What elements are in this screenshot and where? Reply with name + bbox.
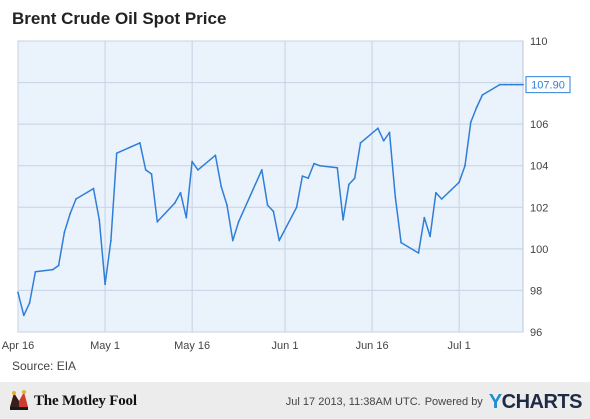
x-tick-label: Apr 16 (2, 340, 34, 352)
data-point (394, 195, 397, 198)
data-point (307, 177, 310, 180)
data-point (504, 83, 507, 86)
series-layer (17, 83, 524, 317)
data-point (318, 164, 321, 167)
y-tick-label: 100 (530, 244, 548, 256)
data-point (173, 202, 176, 205)
data-point (92, 187, 95, 190)
data-point (376, 127, 379, 130)
data-point (197, 168, 199, 171)
data-point (138, 141, 141, 144)
data-point (115, 152, 118, 155)
data-point (237, 220, 240, 223)
data-point (17, 291, 19, 294)
data-point (226, 204, 228, 207)
x-tick-label: Jul 1 (448, 340, 471, 352)
x-axis: Apr 16 May 1 May 16 Jun 1 Jun 16 Jul 1 (2, 340, 471, 352)
data-point (481, 94, 484, 96)
data-point (353, 177, 356, 180)
data-point (69, 212, 72, 215)
powered-by-label: Powered by (424, 396, 483, 408)
data-point (260, 168, 263, 171)
data-point (295, 206, 298, 209)
data-point (98, 218, 101, 221)
chart-plot: Apr 16 May 1 May 16 Jun 1 Jun 16 Jul 1 96 98 10… (2, 36, 571, 352)
ycharts-logo[interactable]: Y CHARTS (488, 390, 583, 414)
data-point (109, 239, 112, 242)
data-point (75, 198, 77, 200)
data-point (498, 83, 501, 86)
motley-fool-logo[interactable]: The Motley Fool (8, 389, 137, 413)
data-point (400, 241, 403, 244)
chart-title: Brent Crude Oil Spot Price (12, 9, 227, 28)
data-point (179, 191, 182, 194)
x-tick-label: Jun 16 (356, 340, 389, 352)
data-point (388, 131, 391, 134)
data-point (144, 168, 147, 171)
y-tick-label: 96 (530, 327, 542, 339)
data-point (28, 302, 31, 304)
data-point (104, 283, 106, 286)
data-point (278, 239, 281, 242)
data-point (417, 252, 420, 254)
data-point (266, 204, 269, 207)
data-point (382, 139, 385, 142)
data-point (469, 121, 472, 123)
data-point (458, 181, 461, 184)
data-point (220, 185, 223, 188)
data-point (516, 83, 519, 86)
data-point (464, 164, 466, 167)
timestamp: Jul 17 2013, 11:38AM UTC. (285, 396, 421, 408)
data-point (156, 220, 159, 223)
x-tick-label: May 1 (90, 340, 120, 352)
data-point (435, 191, 437, 194)
data-point (423, 216, 426, 219)
data-point (440, 198, 443, 200)
y-tick-label: 104 (530, 161, 548, 173)
footer-bar: The Motley Fool Jul 17 2013, 11:38AM UTC… (0, 382, 590, 419)
y-tick-label: 110 (530, 36, 548, 48)
jester-hat-icon (10, 390, 28, 410)
ycharts-y-mark: Y (488, 390, 502, 413)
series-line (17, 83, 523, 317)
data-point (214, 154, 217, 157)
data-point (359, 141, 362, 144)
data-point (34, 270, 37, 273)
data-point (191, 160, 194, 163)
data-point (510, 83, 513, 86)
data-point (475, 106, 478, 109)
last-value-box (525, 76, 571, 94)
x-tick-label: May 16 (174, 340, 210, 352)
data-point (301, 175, 304, 178)
brand-name: The Motley Fool (34, 392, 137, 409)
source-label: Source: EIA (12, 359, 77, 373)
data-point (429, 235, 432, 238)
data-point (22, 314, 25, 317)
data-point (150, 173, 153, 175)
data-point (342, 218, 344, 221)
data-point (51, 268, 54, 271)
footer-attribution: Jul 17 2013, 11:38AM UTC. Powered by Y CH… (285, 390, 583, 414)
data-point (272, 210, 275, 213)
data-point (336, 166, 339, 169)
data-point (185, 216, 188, 219)
data-point (57, 264, 60, 267)
last-value-label-group: 107.90 (525, 76, 571, 94)
data-point (347, 183, 350, 186)
y-tick-label: 102 (530, 202, 548, 214)
plot-area (17, 40, 524, 333)
last-value-label: 107.90 (531, 80, 565, 92)
y-tick-label: 106 (530, 119, 548, 131)
data-point (231, 239, 234, 242)
y-tick-label: 98 (530, 285, 542, 297)
data-point (522, 83, 524, 86)
data-point (313, 162, 315, 165)
x-tick-label: Jun 1 (272, 340, 299, 352)
ycharts-wordmark: CHARTS (501, 390, 583, 413)
plot-background (17, 40, 524, 333)
data-point (63, 231, 66, 234)
